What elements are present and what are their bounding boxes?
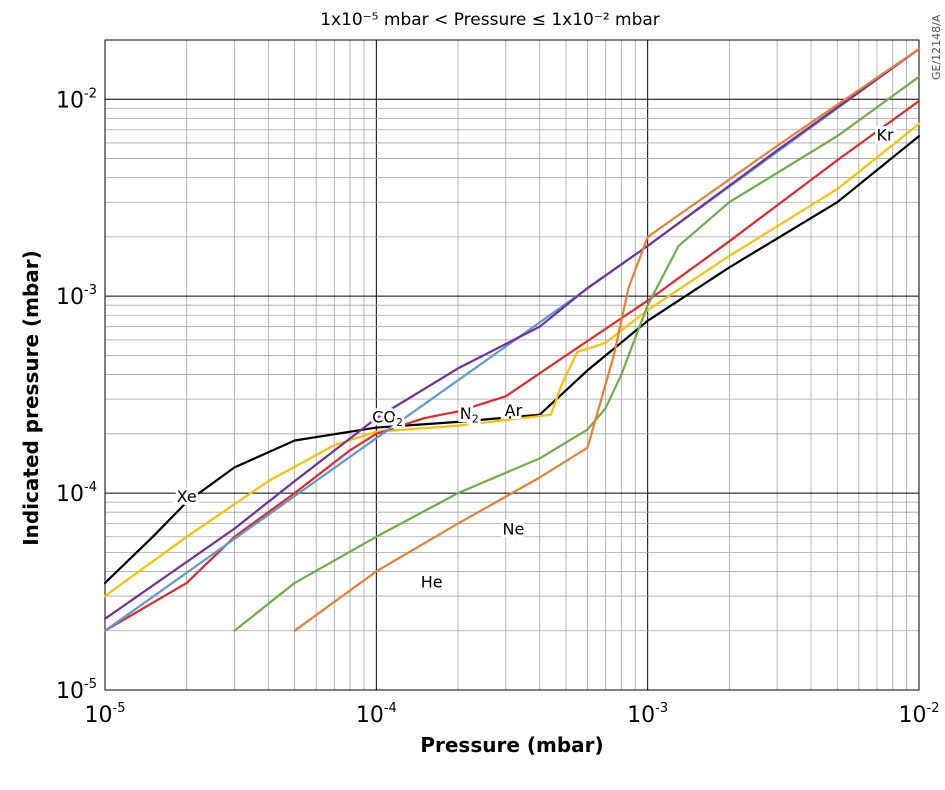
grid: [104, 39, 920, 691]
series-line-ar: [103, 99, 921, 632]
y-axis-label: Indicated pressure (mbar): [19, 250, 43, 546]
series-label-ne: Ne: [502, 519, 524, 538]
chart-title: 1x10⁻⁵ mbar < Pressure ≤ 1x10⁻² mbar: [320, 10, 660, 30]
plot-frame: [104, 39, 920, 691]
series-labels: Xe Kr Ar N2 CO2 Ne He: [174, 123, 897, 595]
x-tick-label: 10-2: [899, 701, 940, 728]
figure-code: GE/12148/A: [930, 14, 943, 80]
series-line-co2: [103, 47, 921, 620]
series-label-co2: CO2: [372, 408, 403, 430]
x-tick-label: 10-4: [356, 701, 397, 728]
series-label-he: He: [421, 572, 443, 591]
y-tick-label: 10-5: [56, 677, 97, 704]
x-tick-label: 10-5: [85, 701, 126, 728]
series-line-he: [293, 47, 921, 632]
series-line-kr: [103, 122, 921, 598]
series-line-xe: [103, 135, 921, 584]
y-tick-label: 10-2: [56, 86, 97, 113]
x-tick-label: 10-3: [627, 701, 668, 728]
y-tick-label: 10-4: [56, 480, 97, 507]
series-layer: [103, 47, 921, 632]
series-label-n2: N2: [460, 404, 479, 426]
y-tick-label: 10-3: [56, 283, 97, 310]
x-axis-label: Pressure (mbar): [420, 733, 603, 757]
series-label-xe: Xe: [177, 487, 197, 506]
series-label-kr: Kr: [877, 126, 894, 145]
series-label-ar: Ar: [505, 401, 523, 420]
series-line-ne: [233, 75, 921, 632]
